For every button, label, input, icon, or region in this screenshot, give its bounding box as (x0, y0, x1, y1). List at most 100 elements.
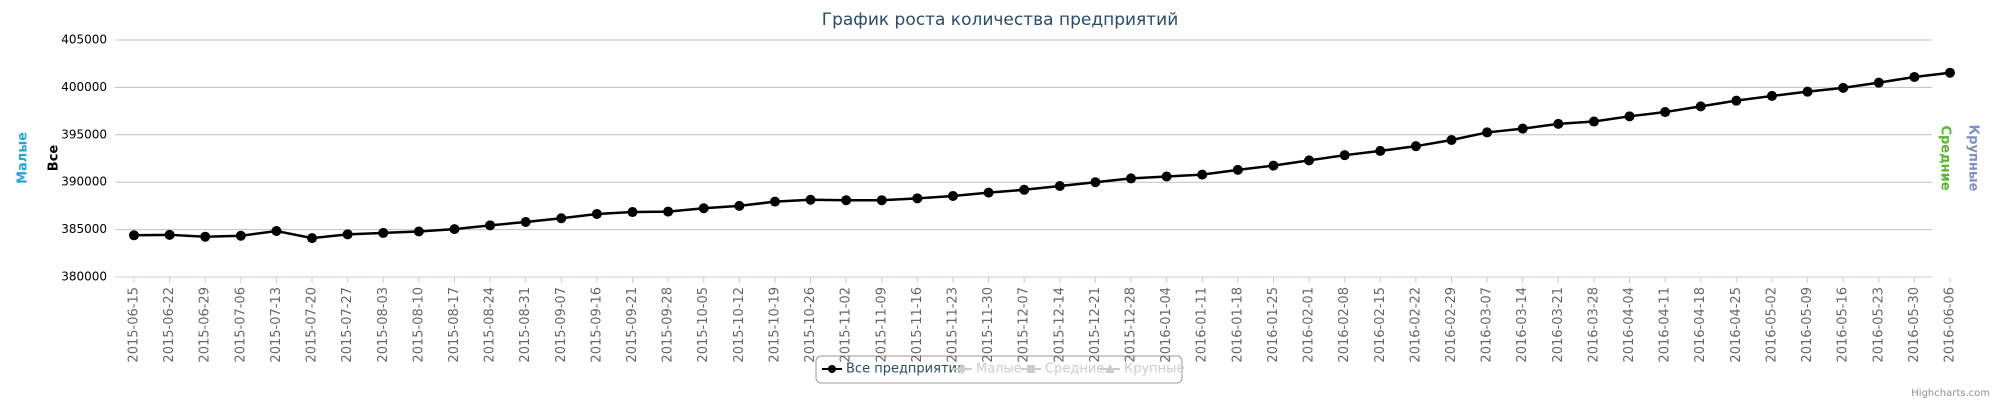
legend-label[interactable]: Все предприятия (846, 362, 965, 377)
chart-title: График роста количества предприятий (822, 10, 1179, 30)
x-tick-label: 2016-02-29 (1444, 287, 1459, 363)
point (947, 190, 958, 201)
x-tick-label: 2016-03-28 (1586, 287, 1601, 363)
x-tick-label: 2015-06-22 (162, 287, 177, 363)
x-tick-label: 2016-01-11 (1195, 287, 1210, 363)
point (556, 213, 567, 224)
x-tick-label: 2016-03-21 (1551, 287, 1566, 363)
x-tick-label: 2016-06-06 (1943, 287, 1958, 363)
point (1375, 145, 1386, 156)
x-tick-label: 2015-11-23 (945, 287, 960, 363)
x-tick-label: 2015-09-28 (661, 287, 676, 363)
x-tick-label: 2016-04-18 (1693, 287, 1708, 363)
point (271, 226, 282, 237)
x-tick-label: 2016-02-22 (1408, 287, 1423, 363)
y-tick-label: 390000 (61, 175, 107, 189)
point (200, 231, 211, 242)
x-tick-label: 2015-08-10 (411, 287, 426, 363)
x-tick-label: 2015-10-26 (803, 287, 818, 363)
point (1126, 173, 1137, 184)
x-tick-label: 2016-02-15 (1373, 287, 1388, 363)
x-tick-label: 2016-01-18 (1230, 287, 1245, 363)
point (876, 195, 887, 206)
point (1802, 86, 1813, 97)
point (983, 187, 994, 198)
x-tick-label: 2015-07-20 (305, 287, 320, 363)
y-tick-label: 400000 (61, 80, 107, 94)
x-tick-label: 2015-10-12 (732, 287, 747, 363)
legend-symbol (1027, 365, 1035, 373)
x-tick-label: 2015-08-17 (447, 287, 462, 363)
y-tick-label: 385000 (61, 222, 107, 236)
legend-symbol (957, 364, 967, 374)
point (1766, 90, 1777, 101)
point (520, 217, 531, 228)
point (1588, 116, 1599, 127)
point (485, 220, 496, 231)
point (1838, 82, 1849, 93)
point (342, 229, 353, 240)
point (591, 208, 602, 219)
legend-box (815, 355, 1183, 384)
x-tick-label: 2015-12-21 (1088, 287, 1103, 363)
x-tick-label: 2016-02-08 (1337, 287, 1352, 363)
point (1553, 118, 1564, 129)
point (1624, 111, 1635, 122)
x-tick-label: 2016-05-16 (1836, 287, 1851, 363)
point (129, 230, 139, 241)
x-tick-label: 2015-07-06 (233, 287, 248, 363)
point (1517, 123, 1528, 134)
x-tick-label: 2015-08-03 (376, 287, 391, 363)
y-tick-label: 380000 (61, 270, 107, 284)
x-tick-label: 2016-01-04 (1159, 287, 1174, 363)
point (1482, 127, 1493, 138)
point (1731, 95, 1742, 106)
x-tick-label: 2015-12-28 (1124, 287, 1139, 363)
point (912, 193, 923, 204)
point (1197, 169, 1208, 180)
point (1446, 135, 1457, 146)
axis-title: Все (47, 145, 62, 172)
point (1090, 177, 1101, 188)
point (235, 230, 246, 241)
point (164, 229, 175, 240)
legend-label[interactable]: Средние (1045, 362, 1104, 377)
point (378, 227, 389, 238)
axis-title: Малые (16, 132, 31, 184)
x-tick-label: 2015-07-27 (340, 287, 355, 363)
x-tick-label: 2015-07-13 (269, 287, 284, 363)
x-tick-label: 2016-03-07 (1480, 287, 1495, 363)
x-tick-label: 2015-12-07 (1017, 287, 1032, 363)
point (769, 196, 780, 207)
x-tick-label: 2016-04-11 (1658, 287, 1673, 363)
x-tick-label: 2015-12-14 (1052, 287, 1067, 363)
point (734, 200, 745, 211)
axis-title: Крупные (1966, 125, 1981, 192)
point (1161, 171, 1172, 182)
legend-label[interactable]: Крупные (1124, 362, 1184, 377)
x-tick-label: 2015-09-16 (589, 287, 604, 363)
point (307, 233, 318, 244)
series-line (133, 71, 1951, 240)
x-tick-label: 2015-10-05 (696, 287, 711, 363)
point (1909, 71, 1920, 82)
x-tick-label: 2016-03-14 (1515, 287, 1530, 363)
point (663, 206, 674, 217)
point (1232, 164, 1243, 175)
x-tick-label: 2015-11-02 (839, 287, 854, 363)
point (413, 226, 424, 237)
x-tick-label: 2015-11-30 (981, 287, 996, 363)
legend-symbol (1105, 364, 1115, 373)
x-tick-label: 2015-08-24 (483, 287, 498, 363)
point (1873, 77, 1884, 88)
x-tick-label: 2016-05-23 (1871, 287, 1886, 363)
x-tick-label: 2016-04-04 (1622, 287, 1637, 363)
point (1410, 141, 1421, 152)
legend-label[interactable]: Малые (976, 362, 1022, 377)
point (841, 195, 852, 206)
point (1304, 155, 1315, 166)
credits[interactable]: Highcharts.com (1911, 388, 1990, 399)
point (449, 224, 460, 235)
point (1268, 160, 1279, 171)
